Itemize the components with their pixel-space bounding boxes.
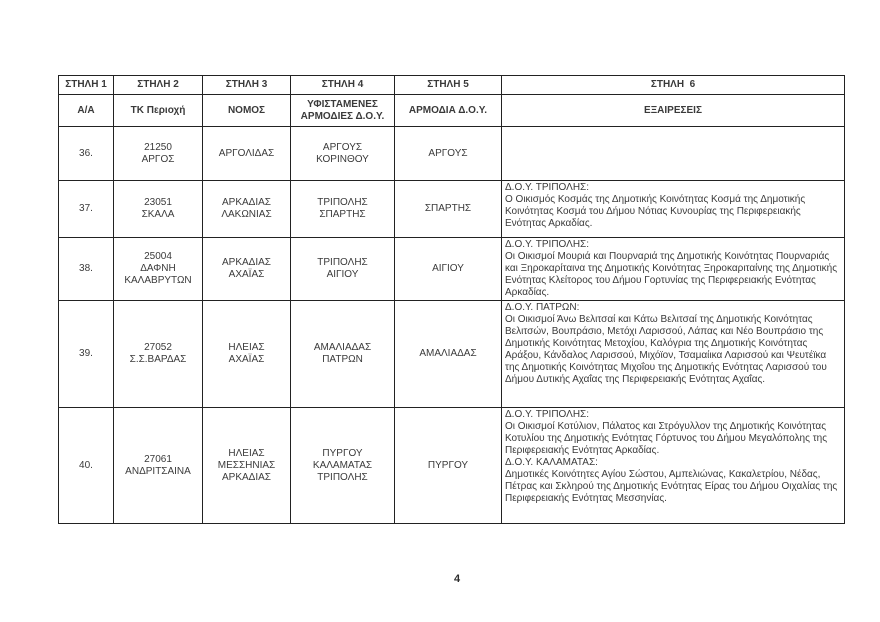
table-row: 36. 21250 ΑΡΓΟΣ ΑΡΓΟΛΙΔΑΣ ΑΡΓΟΥΣ ΚΟΡΙΝΘΟ… — [58, 126, 845, 181]
cell-competent-doy: ΑΙΓΙΟΥ — [394, 237, 502, 301]
column-header-6: ΣΤΗΛΗ 6 — [501, 75, 845, 95]
field-header-row: Α/Α ΤΚ Περιοχή ΝΟΜΟΣ ΥΦΙΣΤΑΜΕΝΕΣ ΑΡΜΟΔΙΕ… — [58, 94, 845, 127]
header-aa: Α/Α — [58, 94, 114, 127]
cell-nomos: ΑΡΚΑΔΙΑΣ ΑΧΑΪΑΣ — [202, 237, 291, 301]
doy-assignment-table: ΣΤΗΛΗ 1 ΣΤΗΛΗ 2 ΣΤΗΛΗ 3 ΣΤΗΛΗ 4 ΣΤΗΛΗ 5 … — [58, 75, 845, 524]
cell-nomos: ΗΛΕΙΑΣ ΜΕΣΣΗΝΙΑΣ ΑΡΚΑΔΙΑΣ — [202, 407, 291, 524]
cell-existing-doy: ΑΜΑΛΙΑΔΑΣ ΠΑΤΡΩΝ — [290, 300, 395, 408]
cell-exceptions: Δ.Ο.Υ. ΤΡΙΠΟΛΗΣ: Οι Οικισμοί Κοτύλιον, Π… — [501, 407, 845, 524]
cell-existing-doy: ΤΡΙΠΟΛΗΣ ΑΙΓΙΟΥ — [290, 237, 395, 301]
header-exceptions: ΕΞΑΙΡΕΣΕΙΣ — [501, 94, 845, 127]
cell-tk-region: 25004 ΔΑΦΝΗ ΚΑΛΑΒΡΥΤΩΝ — [113, 237, 203, 301]
header-competent-doy: ΑΡΜΟΔΙΑ Δ.Ο.Υ. — [394, 94, 502, 127]
table-row: 38. 25004 ΔΑΦΝΗ ΚΑΛΑΒΡΥΤΩΝ ΑΡΚΑΔΙΑΣ ΑΧΑΪ… — [58, 237, 845, 301]
column-header-1: ΣΤΗΛΗ 1 — [58, 75, 114, 95]
cell-existing-doy: ΠΥΡΓΟΥ ΚΑΛΑΜΑΤΑΣ ΤΡΙΠΟΛΗΣ — [290, 407, 395, 524]
cell-aa: 39. — [58, 300, 114, 408]
cell-tk-region: 27052 Σ.Σ.ΒΑΡΔΑΣ — [113, 300, 203, 408]
cell-exceptions — [501, 126, 845, 181]
table-row: 37. 23051 ΣΚΑΛΑ ΑΡΚΑΔΙΑΣ ΛΑΚΩΝΙΑΣ ΤΡΙΠΟΛ… — [58, 180, 845, 238]
cell-nomos: ΗΛΕΙΑΣ ΑΧΑΪΑΣ — [202, 300, 291, 408]
cell-competent-doy: ΑΡΓΟΥΣ — [394, 126, 502, 181]
table-row: 40. 27061 ΑΝΔΡΙΤΣΑΙΝΑ ΗΛΕΙΑΣ ΜΕΣΣΗΝΙΑΣ Α… — [58, 407, 845, 524]
cell-existing-doy: ΤΡΙΠΟΛΗΣ ΣΠΑΡΤΗΣ — [290, 180, 395, 238]
column-header-4: ΣΤΗΛΗ 4 — [290, 75, 395, 95]
cell-competent-doy: ΑΜΑΛΙΑΔΑΣ — [394, 300, 502, 408]
column-header-2: ΣΤΗΛΗ 2 — [113, 75, 203, 95]
cell-nomos: ΑΡΓΟΛΙΔΑΣ — [202, 126, 291, 181]
page-number: 4 — [453, 573, 461, 585]
cell-tk-region: 21250 ΑΡΓΟΣ — [113, 126, 203, 181]
cell-exceptions: Δ.Ο.Υ. ΤΡΙΠΟΛΗΣ: Οι Οικισμοί Μουριά και … — [501, 237, 845, 301]
cell-aa: 37. — [58, 180, 114, 238]
column-header-5: ΣΤΗΛΗ 5 — [394, 75, 502, 95]
cell-tk-region: 23051 ΣΚΑΛΑ — [113, 180, 203, 238]
column-header-row: ΣΤΗΛΗ 1 ΣΤΗΛΗ 2 ΣΤΗΛΗ 3 ΣΤΗΛΗ 4 ΣΤΗΛΗ 5 … — [58, 75, 845, 95]
cell-exceptions: Δ.Ο.Υ. ΤΡΙΠΟΛΗΣ: Ο Οικισμός Κοσμάς της Δ… — [501, 180, 845, 238]
cell-aa: 36. — [58, 126, 114, 181]
header-nomos: ΝΟΜΟΣ — [202, 94, 291, 127]
cell-nomos: ΑΡΚΑΔΙΑΣ ΛΑΚΩΝΙΑΣ — [202, 180, 291, 238]
cell-exceptions: Δ.Ο.Υ. ΠΑΤΡΩΝ: Οι Οικισμοί Άνω Βελιτσαί … — [501, 300, 845, 408]
column-header-3: ΣΤΗΛΗ 3 — [202, 75, 291, 95]
header-tk-region: ΤΚ Περιοχή — [113, 94, 203, 127]
cell-existing-doy: ΑΡΓΟΥΣ ΚΟΡΙΝΘΟΥ — [290, 126, 395, 181]
cell-competent-doy: ΠΥΡΓΟΥ — [394, 407, 502, 524]
table-row: 39. 27052 Σ.Σ.ΒΑΡΔΑΣ ΗΛΕΙΑΣ ΑΧΑΪΑΣ ΑΜΑΛΙ… — [58, 300, 845, 408]
cell-aa: 38. — [58, 237, 114, 301]
cell-tk-region: 27061 ΑΝΔΡΙΤΣΑΙΝΑ — [113, 407, 203, 524]
cell-competent-doy: ΣΠΑΡΤΗΣ — [394, 180, 502, 238]
cell-aa: 40. — [58, 407, 114, 524]
header-existing-doy: ΥΦΙΣΤΑΜΕΝΕΣ ΑΡΜΟΔΙΕΣ Δ.Ο.Υ. — [290, 94, 395, 127]
